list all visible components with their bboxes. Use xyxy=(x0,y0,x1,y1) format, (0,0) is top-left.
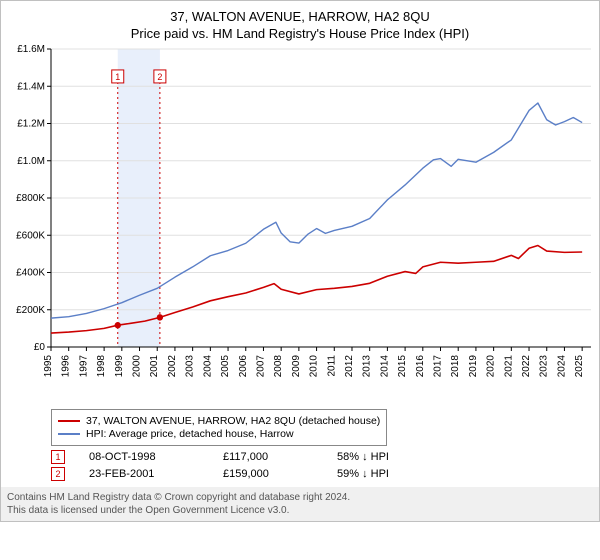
svg-text:2021: 2021 xyxy=(503,355,514,378)
svg-text:1995: 1995 xyxy=(43,355,54,378)
svg-text:£800K: £800K xyxy=(16,193,45,204)
svg-text:£1.0M: £1.0M xyxy=(17,156,45,167)
footer-licence: This data is licensed under the Open Gov… xyxy=(7,504,593,517)
svg-text:2018: 2018 xyxy=(450,355,461,378)
sale-row: 2 23-FEB-2001 £159,000 59% ↓ HPI xyxy=(51,467,591,481)
title-subtitle: Price paid vs. HM Land Registry's House … xyxy=(1,26,599,41)
svg-text:2009: 2009 xyxy=(291,355,302,378)
svg-text:2007: 2007 xyxy=(255,355,266,378)
svg-text:2002: 2002 xyxy=(167,355,178,378)
title-address: 37, WALTON AVENUE, HARROW, HA2 8QU xyxy=(1,9,599,24)
legend-label: HPI: Average price, detached house, Harr… xyxy=(86,428,294,440)
svg-text:2023: 2023 xyxy=(539,355,550,378)
sale-marker-icon: 2 xyxy=(51,467,65,481)
svg-text:2016: 2016 xyxy=(415,355,426,378)
legend-label: 37, WALTON AVENUE, HARROW, HA2 8QU (deta… xyxy=(86,415,380,427)
svg-text:£0: £0 xyxy=(34,342,46,353)
svg-text:2024: 2024 xyxy=(556,355,567,378)
legend-swatch xyxy=(58,433,80,435)
svg-text:£200K: £200K xyxy=(16,305,45,316)
legend-item: HPI: Average price, detached house, Harr… xyxy=(58,428,380,440)
svg-text:1999: 1999 xyxy=(114,355,125,378)
svg-text:2011: 2011 xyxy=(326,355,337,377)
footer-copyright: Contains HM Land Registry data © Crown c… xyxy=(7,491,593,504)
legend: 37, WALTON AVENUE, HARROW, HA2 8QU (deta… xyxy=(51,409,387,446)
svg-text:£1.2M: £1.2M xyxy=(17,119,45,130)
title-block: 37, WALTON AVENUE, HARROW, HA2 8QU Price… xyxy=(1,1,599,45)
sale-hpi-delta: 58% ↓ HPI xyxy=(337,451,389,463)
svg-text:2005: 2005 xyxy=(220,355,231,378)
svg-text:2000: 2000 xyxy=(132,355,143,378)
svg-text:2020: 2020 xyxy=(486,355,497,378)
sale-row: 1 08-OCT-1998 £117,000 58% ↓ HPI xyxy=(51,450,591,464)
svg-text:2014: 2014 xyxy=(379,355,390,378)
svg-text:1997: 1997 xyxy=(78,355,89,378)
svg-text:2008: 2008 xyxy=(273,355,284,378)
sale-price: £117,000 xyxy=(223,451,313,463)
legend-item: 37, WALTON AVENUE, HARROW, HA2 8QU (deta… xyxy=(58,415,380,427)
svg-text:2: 2 xyxy=(157,72,162,82)
svg-text:£600K: £600K xyxy=(16,230,45,241)
sale-marker-icon: 1 xyxy=(51,450,65,464)
svg-text:2022: 2022 xyxy=(521,355,532,378)
svg-text:£400K: £400K xyxy=(16,268,45,279)
svg-text:2015: 2015 xyxy=(397,355,408,378)
svg-text:2001: 2001 xyxy=(149,355,160,378)
svg-text:£1.6M: £1.6M xyxy=(17,45,45,55)
svg-text:1998: 1998 xyxy=(96,355,107,378)
svg-text:2003: 2003 xyxy=(185,355,196,378)
sale-price: £159,000 xyxy=(223,468,313,480)
svg-text:2017: 2017 xyxy=(433,355,444,378)
legend-swatch xyxy=(58,420,80,422)
svg-text:2004: 2004 xyxy=(202,355,213,378)
svg-text:1996: 1996 xyxy=(61,355,72,378)
sale-date: 23-FEB-2001 xyxy=(89,468,199,480)
sale-date: 08-OCT-1998 xyxy=(89,451,199,463)
footer: Contains HM Land Registry data © Crown c… xyxy=(1,487,599,521)
svg-text:2025: 2025 xyxy=(574,355,585,378)
sale-hpi-delta: 59% ↓ HPI xyxy=(337,468,389,480)
chart: £0 £200K £400K £600K £800K £1.0M £1.2M £1.4M £1.… xyxy=(1,45,599,405)
svg-text:2010: 2010 xyxy=(309,355,320,378)
svg-text:2012: 2012 xyxy=(344,355,355,378)
svg-text:2013: 2013 xyxy=(362,355,373,378)
svg-text:£1.4M: £1.4M xyxy=(17,81,45,92)
sale-markers: 1 08-OCT-1998 £117,000 58% ↓ HPI 2 23-FEB-200… xyxy=(51,450,591,481)
svg-text:2019: 2019 xyxy=(468,355,479,378)
svg-text:1: 1 xyxy=(115,72,120,82)
svg-text:2006: 2006 xyxy=(238,355,249,378)
